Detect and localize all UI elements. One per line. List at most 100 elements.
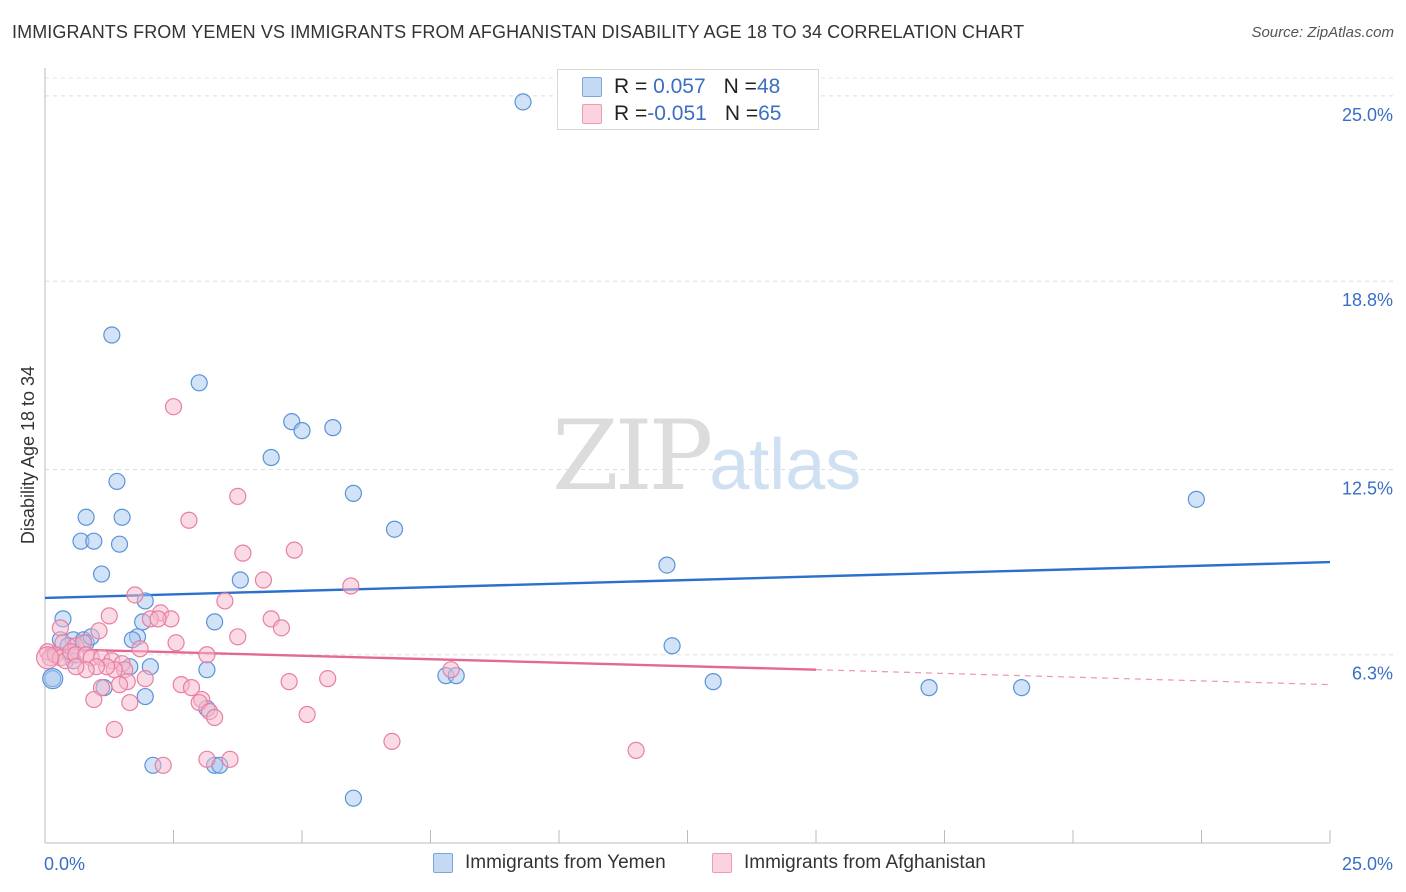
trend-line-afghanistan xyxy=(44,647,817,671)
point-afghanistan xyxy=(216,592,234,610)
point-yemen xyxy=(1012,679,1031,697)
point-afghanistan xyxy=(206,708,224,727)
legend-item-yemen[interactable]: Immigrants from Yemen xyxy=(433,852,666,874)
point-yemen xyxy=(1187,490,1205,508)
point-yemen xyxy=(231,571,249,589)
point-afghanistan xyxy=(100,607,118,625)
point-afghanistan xyxy=(105,720,123,739)
point-afghanistan xyxy=(319,670,337,688)
y-tick-label: 6.3% xyxy=(1352,664,1393,684)
r-label: R = xyxy=(614,75,648,98)
chart-title: IMMIGRANTS FROM YEMEN VS IMMIGRANTS FROM… xyxy=(12,22,1025,42)
point-afghanistan xyxy=(221,750,239,768)
point-afghanistan xyxy=(51,619,70,637)
point-afghanistan xyxy=(234,544,252,562)
point-afghanistan xyxy=(126,586,144,604)
legend-row-yemen: R = 0.057 N = 48 xyxy=(582,75,780,99)
point-afghanistan xyxy=(167,634,185,652)
point-afghanistan xyxy=(298,705,316,724)
n-label: N = xyxy=(723,75,757,98)
trend-line-yemen xyxy=(44,560,1331,600)
x-tick-label: 0.0% xyxy=(44,854,85,874)
point-afghanistan xyxy=(90,622,108,640)
grid xyxy=(45,77,1394,656)
point-yemen xyxy=(110,535,129,553)
point-afghanistan xyxy=(149,610,167,628)
data-points xyxy=(35,93,1205,807)
point-yemen xyxy=(704,673,722,691)
point-yemen xyxy=(514,93,532,111)
legend-item-afghanistan[interactable]: Immigrants from Afghanistan xyxy=(712,852,986,874)
y-axis-label: Disability Age 18 to 34 xyxy=(18,366,38,544)
r-label: R = xyxy=(614,102,648,125)
point-afghanistan xyxy=(198,750,216,768)
point-afghanistan xyxy=(110,676,129,694)
source-label: Source: ZipAtlas.com xyxy=(1251,24,1394,41)
point-yemen xyxy=(658,556,676,574)
point-afghanistan xyxy=(121,693,139,712)
point-yemen xyxy=(108,472,126,491)
point-afghanistan xyxy=(229,628,247,646)
y-tick-label: 12.5% xyxy=(1342,478,1393,498)
point-afghanistan xyxy=(136,670,154,688)
point-afghanistan xyxy=(85,690,103,709)
point-afghanistan xyxy=(131,640,149,658)
point-yemen xyxy=(385,520,404,538)
point-afghanistan xyxy=(92,679,111,697)
point-afghanistan xyxy=(342,577,360,595)
r-value-yemen: 0.057 xyxy=(653,75,706,98)
point-afghanistan xyxy=(182,679,201,697)
legend-swatch-yemen xyxy=(433,853,453,873)
point-yemen xyxy=(206,613,224,631)
point-yemen xyxy=(324,419,342,437)
point-afghanistan xyxy=(229,487,247,505)
x-tick-label: 25.0% xyxy=(1342,854,1393,874)
point-afghanistan xyxy=(627,741,645,759)
n-value-yemen: 48 xyxy=(756,75,781,98)
legend-row-afghanistan: R = -0.051 N = 65 xyxy=(582,102,781,126)
point-afghanistan xyxy=(198,646,216,664)
legend-swatch-yemen xyxy=(582,77,602,97)
point-afghanistan xyxy=(254,571,273,589)
point-yemen xyxy=(663,637,681,655)
point-afghanistan xyxy=(280,673,298,691)
point-afghanistan xyxy=(67,658,85,676)
point-yemen xyxy=(293,422,311,440)
point-afghanistan xyxy=(272,619,291,637)
y-tick-label: 18.8% xyxy=(1342,290,1393,310)
series-legend: Immigrants from Yemen Immigrants from Af… xyxy=(0,852,1406,878)
n-value-afghanistan: 65 xyxy=(758,102,782,125)
point-yemen xyxy=(92,565,111,583)
point-afghanistan xyxy=(383,732,401,750)
point-afghanistan xyxy=(180,511,198,529)
point-yemen xyxy=(920,679,938,697)
r-value-afghanistan: -0.051 xyxy=(647,102,707,125)
point-yemen xyxy=(77,508,95,526)
axes xyxy=(44,68,1331,844)
point-yemen xyxy=(42,668,64,690)
point-yemen xyxy=(344,484,362,502)
trend-lines xyxy=(44,560,1331,686)
point-afghanistan xyxy=(285,541,303,559)
point-afghanistan xyxy=(154,756,172,774)
trend-extension-afghanistan xyxy=(815,669,1331,686)
point-afghanistan xyxy=(35,646,60,670)
point-yemen xyxy=(136,687,154,706)
legend-label-yemen: Immigrants from Yemen xyxy=(465,852,666,873)
n-label: N = xyxy=(724,102,759,125)
y-tick-label: 25.0% xyxy=(1342,105,1393,125)
point-yemen xyxy=(262,448,280,467)
legend-swatch-afghanistan xyxy=(712,853,732,873)
point-yemen xyxy=(85,532,103,550)
point-yemen xyxy=(103,326,121,344)
legend-label-afghanistan: Immigrants from Afghanistan xyxy=(744,852,986,873)
axis-labels: 6.3% 12.5% 18.8% 25.0% 0.0% 25.0% Disability A… xyxy=(18,105,1393,874)
point-afghanistan xyxy=(164,398,183,416)
legend-swatch-afghanistan xyxy=(582,104,602,124)
point-afghanistan xyxy=(442,661,460,679)
point-yemen xyxy=(344,789,362,807)
point-yemen xyxy=(198,661,216,679)
point-yemen xyxy=(113,508,131,526)
point-yemen xyxy=(190,374,208,392)
